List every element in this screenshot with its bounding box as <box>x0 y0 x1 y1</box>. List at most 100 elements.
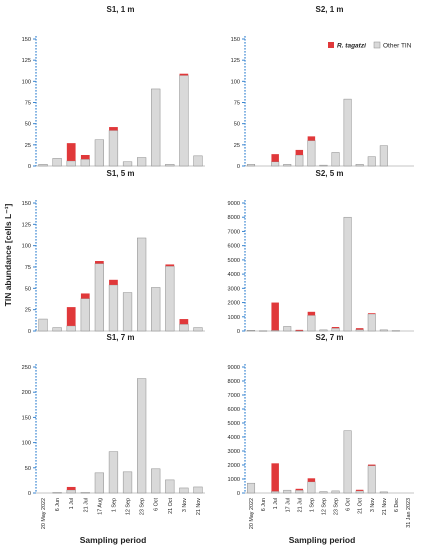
panel-title: S1, 1 m <box>106 5 134 14</box>
y-tick-label: 4000 <box>228 435 240 441</box>
x-tick-label: 6 Dec <box>394 498 400 512</box>
y-tick-label: 250 <box>22 365 31 371</box>
y-tick-label: 3000 <box>228 449 240 455</box>
bar-r-tagatzi <box>80 293 90 299</box>
bar-other-tin <box>151 287 161 332</box>
bar-other-tin <box>319 164 328 167</box>
bar-other-tin <box>165 164 175 167</box>
bar-other-tin <box>379 491 388 494</box>
y-tick-label: 2000 <box>228 301 240 307</box>
bar-other-tin <box>295 489 304 494</box>
y-tick-label: 100 <box>22 79 31 85</box>
bar-other-tin <box>122 471 133 494</box>
x-tick-label: 3 Nov <box>370 498 376 512</box>
y-tick-label: 3000 <box>228 286 240 292</box>
bar-r-tagatzi <box>165 264 175 267</box>
x-tick-label: 1 Sep <box>111 498 117 512</box>
panel-s1-5-m: S1, 5 m 0 25 50 75 100 125 150 <box>22 169 205 335</box>
bar-other-tin <box>343 430 352 494</box>
y-tick-label: 6000 <box>228 244 240 250</box>
y-tick-label: 100 <box>22 244 31 250</box>
bar-other-tin <box>137 157 147 167</box>
bar-other-tin <box>355 329 364 332</box>
bar-other-tin <box>94 263 104 332</box>
bar-other-tin <box>367 313 376 332</box>
legend-label-other-tin: Other TIN <box>383 43 412 50</box>
bar-r-tagatzi <box>307 311 316 316</box>
bar-other-tin <box>271 161 280 167</box>
bar-other-tin <box>247 164 256 167</box>
x-tick-label: 20 May 2022 <box>41 498 47 529</box>
bar-other-tin <box>247 482 256 494</box>
y-tick-label: 0 <box>28 164 31 170</box>
x-tick-label: 1 Sep <box>309 498 315 512</box>
bar-other-tin <box>271 491 280 494</box>
bar-other-tin <box>367 156 376 167</box>
y-tick-label: 1000 <box>228 315 240 321</box>
x-tick-label: 12 Sep <box>321 498 327 515</box>
bar-r-tagatzi <box>66 143 76 161</box>
bar-r-tagatzi <box>307 136 316 141</box>
bar-other-tin <box>331 152 340 167</box>
x-tick-label: 17 Jul <box>285 498 291 512</box>
panel-title: S1, 7 m <box>106 333 134 342</box>
bar-other-tin <box>295 154 304 167</box>
bar-r-tagatzi <box>66 486 76 490</box>
legend-swatch-r-tagatzi <box>328 42 334 48</box>
bar-r-tagatzi <box>295 149 304 155</box>
bar-other-tin <box>165 265 175 332</box>
y-tick-label: 150 <box>231 37 240 43</box>
bar-r-tagatzi <box>109 127 118 131</box>
bar-other-tin <box>283 326 292 332</box>
x-tick-label: 6 Jun <box>261 498 267 511</box>
bar-r-tagatzi <box>271 463 279 492</box>
x-tick-label: 6 Oct <box>346 498 352 511</box>
y-tick-label: 7000 <box>228 393 240 399</box>
bar-other-tin <box>179 487 189 494</box>
bar-other-tin <box>367 465 376 494</box>
y-tick-label: 75 <box>234 101 240 107</box>
x-tick-label: 21 Oct <box>168 498 174 514</box>
bar-other-tin <box>307 140 316 167</box>
y-tick-label: 125 <box>22 58 31 64</box>
bar-other-tin <box>66 160 76 167</box>
panels: S1, 1 m 0 25 50 75 100 125 150 S2, 1 m 0 25 50 75 100… <box>22 5 414 529</box>
y-tick-label: 2000 <box>228 463 240 469</box>
y-tick-label: 50 <box>25 122 31 128</box>
bar-r-tagatzi <box>355 489 364 491</box>
y-axis-title: TIN abundance [cells L⁻¹] <box>3 203 13 306</box>
y-tick-label: 25 <box>234 143 240 149</box>
bar-r-tagatzi <box>80 154 90 160</box>
x-axis-title-left: Sampling period <box>80 535 147 545</box>
y-tick-label: 8000 <box>228 215 240 221</box>
bar-other-tin <box>343 216 352 332</box>
panel-title: S2, 7 m <box>315 333 343 342</box>
bar-r-tagatzi <box>271 154 279 162</box>
y-tick-label: 0 <box>237 329 240 335</box>
bar-other-tin <box>179 323 189 332</box>
bar-other-tin <box>307 315 316 332</box>
bar-other-tin <box>108 284 119 332</box>
y-tick-label: 50 <box>234 122 240 128</box>
bar-other-tin <box>94 139 104 167</box>
bar-other-tin <box>355 490 364 494</box>
x-tick-label: 1 Jul <box>69 498 75 509</box>
y-tick-label: 75 <box>25 101 31 107</box>
bar-other-tin <box>193 486 203 494</box>
panel-s1-7-m: S1, 7 m 0 50 100 150 200 250 20 May 2022 6 Jun 1 … <box>22 333 205 529</box>
bar-other-tin <box>179 75 189 167</box>
y-tick-label: 5000 <box>228 421 240 427</box>
y-tick-label: 75 <box>25 265 31 271</box>
bar-other-tin <box>66 325 76 332</box>
bar-r-tagatzi <box>295 329 304 331</box>
y-tick-label: 200 <box>22 390 31 396</box>
bar-r-tagatzi <box>368 313 376 315</box>
x-tick-label: 21 Nov <box>196 498 202 515</box>
bar-other-tin <box>331 327 340 332</box>
bar-other-tin <box>355 164 364 167</box>
bar-other-tin <box>108 130 119 167</box>
bar-other-tin <box>137 237 147 332</box>
bar-other-tin <box>283 489 292 494</box>
bar-other-tin <box>38 164 48 167</box>
x-tick-label: 23 Sep <box>334 498 340 515</box>
